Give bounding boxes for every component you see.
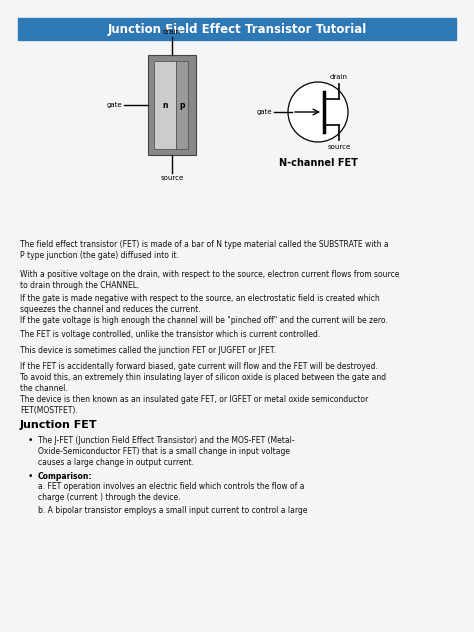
Text: N-channel FET: N-channel FET (279, 158, 357, 168)
Text: The J-FET (Junction Field Effect Transistor) and the MOS-FET (Metal-
Oxide-Semic: The J-FET (Junction Field Effect Transis… (38, 436, 295, 467)
Text: This device is sometimes called the junction FET or JUGFET or JFET.: This device is sometimes called the junc… (20, 346, 276, 355)
Text: Junction FET: Junction FET (20, 420, 98, 430)
Text: With a positive voltage on the drain, with respect to the source, electron curre: With a positive voltage on the drain, wi… (20, 270, 400, 290)
Text: drain: drain (163, 29, 181, 35)
Bar (148, 55, 196, 155)
Text: •: • (28, 472, 33, 481)
Text: Junction Field Effect Transistor Tutorial: Junction Field Effect Transistor Tutoria… (108, 23, 366, 35)
Bar (176, 61, 188, 149)
Text: n: n (162, 100, 168, 109)
Text: •: • (28, 436, 33, 445)
Text: source: source (160, 175, 183, 181)
Text: The field effect transistor (FET) is made of a bar of N type material called the: The field effect transistor (FET) is mad… (20, 240, 389, 260)
Text: gate: gate (106, 102, 122, 108)
Ellipse shape (288, 82, 348, 142)
Text: b. A bipolar transistor employs a small input current to control a large: b. A bipolar transistor employs a small … (38, 506, 308, 515)
Text: p: p (179, 100, 185, 109)
Bar (18, 18, 456, 40)
Text: drain: drain (330, 74, 348, 80)
Text: If the gate is made negative with respect to the source, an electrostatic field : If the gate is made negative with respec… (20, 294, 388, 325)
Bar (154, 61, 176, 149)
Text: Comparison:: Comparison: (38, 472, 92, 481)
Text: source: source (328, 144, 351, 150)
Text: gate: gate (256, 109, 272, 115)
Text: a. FET operation involves an electric field which controls the flow of a
charge : a. FET operation involves an electric fi… (38, 482, 304, 502)
Text: If the FET is accidentally forward biased, gate current will flow and the FET wi: If the FET is accidentally forward biase… (20, 362, 386, 415)
Text: The FET is voltage controlled, unlike the transistor which is current controlled: The FET is voltage controlled, unlike th… (20, 330, 320, 339)
